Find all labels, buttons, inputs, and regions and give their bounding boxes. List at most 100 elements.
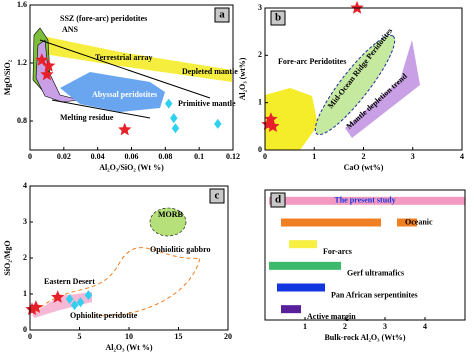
- morb-field: [149, 207, 187, 237]
- star: [25, 302, 39, 316]
- y-tick-label: 0.8: [17, 116, 27, 125]
- melting-residue-arrow: [51, 99, 151, 119]
- mor-field: [314, 34, 396, 136]
- x-tick-label: 3: [383, 322, 387, 331]
- y-tick-label: 3: [23, 217, 27, 226]
- x-tick-label: 15: [175, 332, 183, 341]
- annotation: ANS: [62, 25, 79, 34]
- plot-frame: [29, 185, 229, 331]
- panel-letter-box: [214, 7, 230, 23]
- x-tick-label: 0.02: [57, 152, 71, 161]
- y-tick-label: 1.6: [17, 0, 27, 9]
- x-tick-label: 2: [362, 152, 366, 161]
- y-tick-label: 2: [23, 253, 27, 262]
- terrestrial-array: [36, 34, 232, 82]
- annotation: Melting residue: [60, 113, 114, 122]
- diamond: [65, 294, 74, 305]
- x-tick-label: 3: [411, 152, 415, 161]
- annotation: Eastern Desert: [44, 277, 95, 286]
- y-tick-label: 1.2: [17, 58, 27, 67]
- panel-letter-box: [209, 188, 225, 204]
- annotation: Terrestrial array: [95, 53, 153, 62]
- annotation: SSZ (fore-arc) peridotites: [60, 14, 147, 23]
- star: [42, 58, 56, 72]
- diamond: [76, 297, 85, 308]
- annotation: Ophiolitic gabbro: [150, 245, 211, 254]
- annotation: MORB: [158, 210, 184, 219]
- panel-letter-box: [270, 192, 286, 208]
- x-axis-title: Al₂O₃/SiO₂ (Wt %): [99, 163, 164, 172]
- panel-letter: d: [275, 194, 281, 206]
- row-label: Gerf ultramafics: [347, 269, 404, 278]
- row-label: The present study: [334, 196, 395, 205]
- y-tick-label: 1: [23, 289, 27, 298]
- panel-letter-box: [270, 10, 286, 26]
- annotation: Ophiolite peridotite: [70, 311, 138, 320]
- row-label: Pan African serpentinites: [331, 290, 418, 299]
- x-tick-label: 1: [312, 152, 316, 161]
- x-tick-label: 5: [78, 332, 82, 341]
- x-tick-label: 4: [460, 152, 464, 161]
- diamond: [214, 118, 222, 129]
- star: [350, 1, 364, 14]
- star: [266, 119, 280, 132]
- range-bar: [269, 261, 341, 270]
- x-tick-label: 20: [224, 332, 232, 341]
- x-tick-label: 0.04: [91, 152, 105, 161]
- x-tick-label: 1: [303, 322, 307, 331]
- gabbro-field: [34, 247, 201, 317]
- x-tick-label: 0: [28, 152, 32, 161]
- range-bar: [277, 283, 325, 292]
- range-bar: [281, 305, 301, 314]
- range-bar: [397, 218, 417, 227]
- eastern-desert-field: [32, 292, 92, 318]
- x-tick-label: 0.06: [125, 152, 139, 161]
- x-tick-label: 0: [28, 332, 32, 341]
- diamond: [171, 123, 180, 134]
- range-bar: [281, 218, 381, 227]
- range-bar: [269, 196, 465, 205]
- y-tick-label: 4: [23, 181, 27, 190]
- x-tick-label: 0.1: [194, 152, 204, 161]
- annotation: Depleted mantle: [182, 67, 238, 76]
- depleted-mantle-line: [39, 39, 211, 99]
- row-label: For-arcs: [323, 247, 352, 256]
- panel-letter: a: [219, 9, 225, 21]
- star: [118, 122, 132, 136]
- x-tick-label: 0: [263, 152, 267, 161]
- range-bar: [289, 240, 317, 249]
- y-tick-label: 0: [258, 145, 262, 154]
- plot-frame: [264, 189, 466, 321]
- diamond: [170, 113, 178, 124]
- y-axis-title: SiO₂/MgO: [3, 240, 12, 275]
- y-tick-label: 2: [258, 50, 262, 59]
- annotation: Abyssal peridotites: [92, 90, 157, 99]
- y-axis-title: MgO/SiO₂: [3, 59, 12, 95]
- diamond: [84, 290, 93, 301]
- x-axis-title: Bulk-rock Al₂O₃ (Wt%): [324, 333, 405, 342]
- diamond: [164, 98, 173, 109]
- y-tick-label: 3: [258, 3, 262, 12]
- x-tick-label: 10: [125, 332, 133, 341]
- panel-letter: c: [215, 190, 220, 202]
- star: [35, 53, 49, 66]
- x-tick-label: 0.08: [158, 152, 172, 161]
- x-tick-label: 2: [343, 322, 347, 331]
- row-label: Active margin: [307, 312, 356, 321]
- fields: [32, 27, 420, 318]
- ans-field: [35, 39, 81, 103]
- abyssal-field: [60, 72, 165, 112]
- x-axis-title: Al₂O₃ (Wt %): [105, 343, 152, 352]
- star: [51, 290, 65, 303]
- y-axis-title: Al₂O₃ (wt%): [238, 57, 247, 100]
- depletion-trend: [345, 40, 420, 138]
- y-tick-label: 0: [23, 325, 27, 334]
- plot-frame: [264, 7, 463, 151]
- x-tick-label: 4: [423, 322, 427, 331]
- star: [40, 67, 54, 81]
- diamond: [70, 300, 79, 311]
- forearc-field: [265, 88, 318, 150]
- annotation: Fore-arc Peridotites: [278, 57, 346, 66]
- row-label: Oceanic: [405, 217, 433, 226]
